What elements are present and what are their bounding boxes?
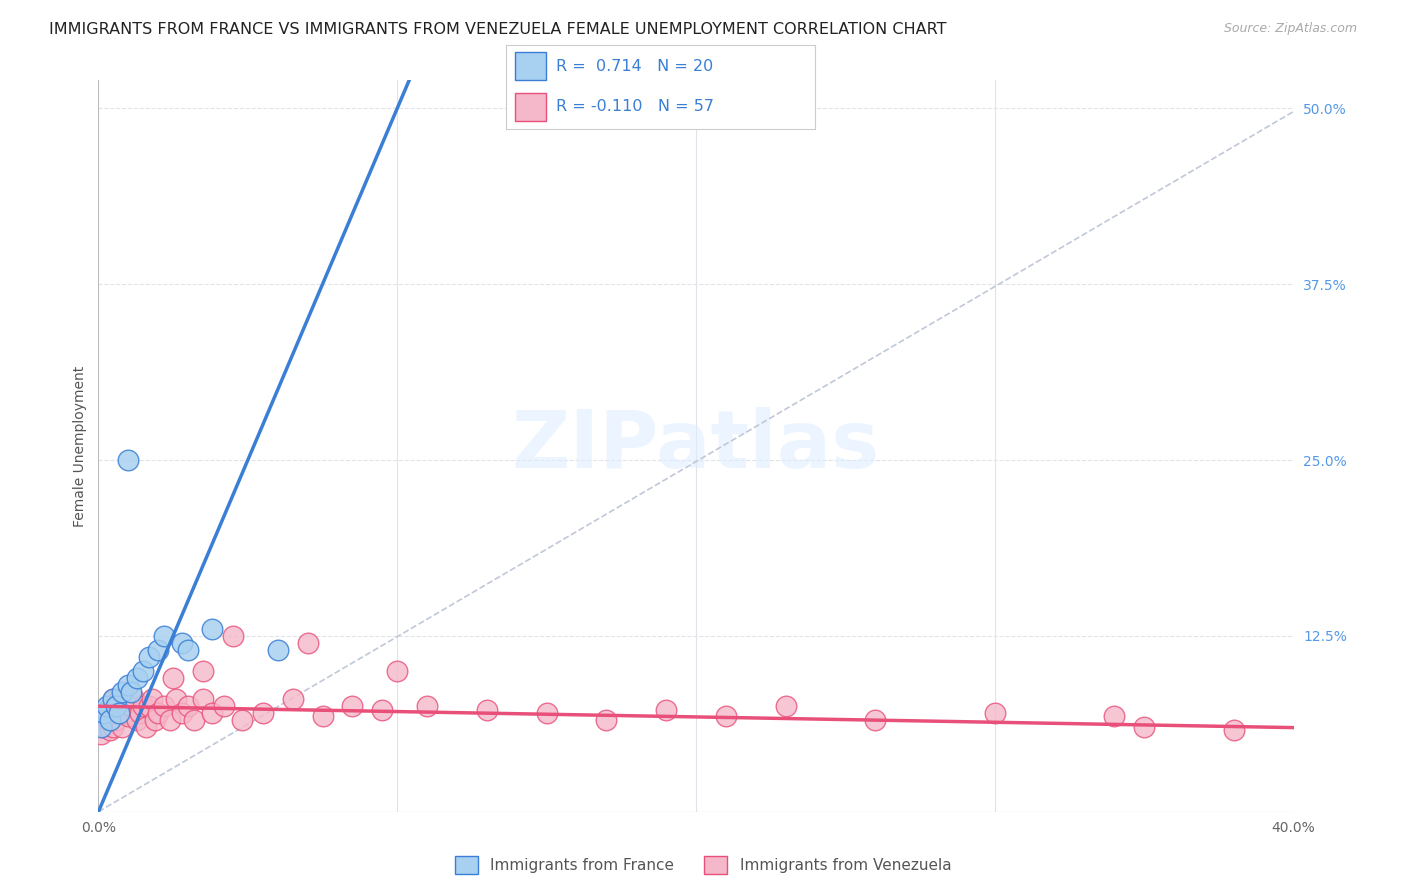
Text: R =  0.714   N = 20: R = 0.714 N = 20 xyxy=(555,59,713,74)
Point xyxy=(111,699,134,714)
Point xyxy=(132,664,155,678)
Point xyxy=(172,706,194,721)
Y-axis label: Female Unemployment: Female Unemployment xyxy=(73,366,87,526)
Point xyxy=(138,650,160,665)
Point xyxy=(90,727,112,741)
Point xyxy=(96,699,118,714)
Point xyxy=(127,671,149,685)
Point xyxy=(96,714,118,728)
Point xyxy=(201,706,224,721)
Point xyxy=(103,720,125,734)
Point xyxy=(148,706,170,721)
Point xyxy=(127,714,149,728)
Point xyxy=(714,709,737,723)
Point xyxy=(385,664,409,678)
Point xyxy=(120,685,142,699)
Point xyxy=(342,699,364,714)
Point xyxy=(93,706,115,721)
Point xyxy=(311,709,333,723)
FancyBboxPatch shape xyxy=(516,93,547,120)
Point xyxy=(135,720,157,734)
Point xyxy=(536,706,558,721)
Point xyxy=(105,699,128,714)
Point xyxy=(114,706,136,721)
Point xyxy=(117,678,139,692)
Point xyxy=(177,643,200,657)
Point xyxy=(103,692,125,706)
Legend: Immigrants from France, Immigrants from Venezuela: Immigrants from France, Immigrants from … xyxy=(449,850,957,880)
Point xyxy=(108,706,131,721)
Point xyxy=(124,692,146,706)
Point xyxy=(231,714,253,728)
Point xyxy=(201,622,224,636)
Point xyxy=(1133,720,1156,734)
Point xyxy=(183,714,205,728)
Point xyxy=(108,706,131,721)
Point xyxy=(111,685,134,699)
Point xyxy=(159,714,181,728)
Point xyxy=(172,636,194,650)
Point xyxy=(191,664,214,678)
Point xyxy=(90,720,112,734)
Point xyxy=(96,706,118,721)
Point xyxy=(143,714,166,728)
Text: IMMIGRANTS FROM FRANCE VS IMMIGRANTS FROM VENEZUELA FEMALE UNEMPLOYMENT CORRELAT: IMMIGRANTS FROM FRANCE VS IMMIGRANTS FRO… xyxy=(49,22,946,37)
Point xyxy=(162,671,184,685)
Point xyxy=(98,714,122,728)
Point xyxy=(775,699,797,714)
Point xyxy=(191,692,214,706)
Point xyxy=(865,714,887,728)
Point xyxy=(120,699,142,714)
Point xyxy=(655,703,678,717)
Text: R = -0.110   N = 57: R = -0.110 N = 57 xyxy=(555,99,714,114)
Point xyxy=(252,706,274,721)
Point xyxy=(98,723,122,738)
Point xyxy=(129,706,152,721)
Point xyxy=(98,699,122,714)
Point xyxy=(108,692,131,706)
Point xyxy=(153,629,176,643)
Point xyxy=(475,703,498,717)
Point xyxy=(153,699,176,714)
Point xyxy=(595,714,617,728)
Point xyxy=(165,692,187,706)
Point xyxy=(222,629,245,643)
Point xyxy=(416,699,439,714)
Text: Source: ZipAtlas.com: Source: ZipAtlas.com xyxy=(1223,22,1357,36)
FancyBboxPatch shape xyxy=(516,53,547,80)
Point xyxy=(177,699,200,714)
Point xyxy=(212,699,235,714)
Point xyxy=(1223,723,1246,738)
Point xyxy=(371,703,394,717)
Text: ZIPatlas: ZIPatlas xyxy=(512,407,880,485)
Point xyxy=(297,636,319,650)
Point xyxy=(984,706,1007,721)
Point xyxy=(105,714,128,728)
Point xyxy=(1104,709,1126,723)
Point xyxy=(93,720,115,734)
Point xyxy=(267,643,290,657)
Point xyxy=(281,692,304,706)
Point xyxy=(117,453,139,467)
Point xyxy=(111,720,134,734)
Point xyxy=(138,699,160,714)
Point xyxy=(132,699,155,714)
Point xyxy=(103,692,125,706)
Point xyxy=(141,692,163,706)
Point xyxy=(148,643,170,657)
Point xyxy=(117,709,139,723)
